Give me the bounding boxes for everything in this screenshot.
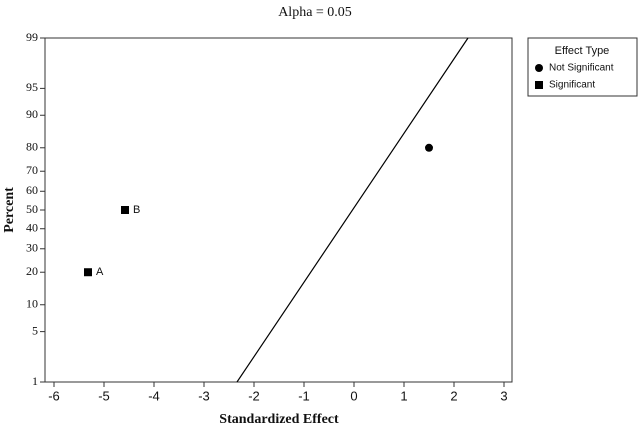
legend-marker [535,64,543,72]
legend-label: Significant [549,80,595,91]
y-axis-label: Percent [2,187,17,233]
x-tick-label: -2 [248,388,260,403]
y-tick-label: 90 [26,107,38,121]
y-tick-label: 40 [26,220,38,234]
y-tick-label: 95 [26,80,38,94]
point [425,143,433,152]
y-tick-label: 99 [26,30,38,44]
point-label: A [96,266,104,278]
x-tick-label: 3 [500,388,507,403]
x-tick-label: 1 [400,388,407,403]
point-label: B [133,204,140,216]
legend-title: Effect Type [555,45,610,57]
reference-line [236,37,469,383]
x-tick-label: -5 [98,388,110,403]
point [121,206,129,214]
x-tick-label: -3 [198,388,210,403]
plot-frame [44,37,513,383]
legend-box [527,37,638,97]
x-tick-label: 0 [350,388,357,403]
y-tick-label: 50 [26,202,38,216]
y-tick-label: 80 [26,140,38,154]
x-tick-label: -1 [298,388,310,403]
legend-marker [535,81,543,89]
y-tick-label: 70 [26,163,38,177]
y-tick-label: 20 [26,264,38,278]
y-tick-label: 30 [26,241,38,255]
legend-label: Not Significant [549,63,614,74]
point [84,268,92,277]
y-tick-label: 10 [26,297,38,311]
x-axis-label: Standardized Effect [219,412,339,427]
y-tick-label: 5 [32,323,38,337]
chart-title: Alpha = 0.05 [278,5,352,20]
x-tick-label: 2 [450,388,457,403]
y-tick-label: 60 [26,183,38,197]
x-tick-label: -6 [48,388,60,403]
x-tick-label: -4 [148,388,160,403]
y-tick-label: 1 [32,374,38,388]
